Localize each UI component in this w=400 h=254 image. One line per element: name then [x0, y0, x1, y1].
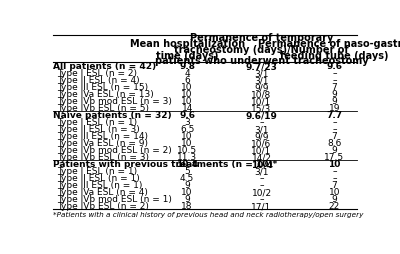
- Text: 9/9: 9/9: [254, 132, 269, 140]
- Text: 7.7: 7.7: [326, 111, 342, 120]
- Text: 9: 9: [332, 90, 337, 99]
- Text: 11.3: 11.3: [177, 153, 197, 162]
- Text: –: –: [332, 167, 337, 176]
- Text: 17/1: 17/1: [252, 201, 272, 210]
- Text: 10.5: 10.5: [177, 146, 197, 154]
- Text: Patients with previous treatments (n = 10)*: Patients with previous treatments (n = 1…: [53, 160, 277, 168]
- Text: 10: 10: [182, 97, 193, 106]
- Text: Type III ESL (n = 1): Type III ESL (n = 1): [57, 181, 142, 189]
- Text: 9: 9: [332, 195, 337, 203]
- Text: 18: 18: [182, 201, 193, 210]
- Text: –: –: [259, 181, 264, 189]
- Text: Type IVa ESL (n = 4): Type IVa ESL (n = 4): [57, 187, 148, 196]
- Text: 10: 10: [328, 160, 341, 168]
- Text: Type IVb ESL (n = 3): Type IVb ESL (n = 3): [57, 153, 149, 162]
- Text: 10/8: 10/8: [252, 90, 272, 99]
- Text: –: –: [332, 76, 337, 85]
- Text: 9.8: 9.8: [179, 62, 195, 71]
- Text: –: –: [332, 173, 337, 182]
- Text: 4: 4: [184, 69, 190, 78]
- Text: –: –: [259, 118, 264, 126]
- Text: 9: 9: [184, 181, 190, 189]
- Text: 9.6/19: 9.6/19: [246, 111, 278, 120]
- Text: All patients (n = 42): All patients (n = 42): [53, 62, 156, 71]
- Text: Type I ESL (n = 1): Type I ESL (n = 1): [57, 118, 137, 126]
- Text: 10: 10: [182, 132, 193, 140]
- Text: Permanence of naso-gastric
feeding tube (days): Permanence of naso-gastric feeding tube …: [258, 39, 400, 60]
- Text: 14: 14: [182, 104, 193, 113]
- Text: 14/2: 14/2: [252, 153, 272, 162]
- Text: –: –: [259, 195, 264, 203]
- Text: 3/1: 3/1: [254, 167, 269, 176]
- Text: 10: 10: [182, 187, 193, 196]
- Text: 9: 9: [332, 97, 337, 106]
- Text: 10/2: 10/2: [252, 187, 272, 196]
- Text: Permanence of temporary
tracheostomy (days)/Number of
patients who underwent tra: Permanence of temporary tracheostomy (da…: [155, 33, 368, 66]
- Text: 3: 3: [184, 118, 190, 126]
- Text: Type II ESL (n = 3): Type II ESL (n = 3): [57, 125, 140, 134]
- Text: –: –: [332, 69, 337, 78]
- Text: 10/1: 10/1: [252, 97, 272, 106]
- Text: Type IVb ESL (n = 5): Type IVb ESL (n = 5): [57, 104, 149, 113]
- Text: 9.7/23: 9.7/23: [246, 62, 278, 71]
- Text: 9/9: 9/9: [254, 83, 269, 92]
- Text: 9.6: 9.6: [179, 111, 195, 120]
- Text: Type IVb ESL (n = 2): Type IVb ESL (n = 2): [57, 201, 149, 210]
- Text: Naive patients (n = 32): Naive patients (n = 32): [53, 111, 172, 120]
- Text: 8.6: 8.6: [327, 139, 342, 148]
- Text: 7: 7: [332, 83, 337, 92]
- Text: Type IVb mod ESL (n = 2): Type IVb mod ESL (n = 2): [57, 146, 172, 154]
- Text: 3/1: 3/1: [254, 76, 269, 85]
- Text: 4.5: 4.5: [180, 173, 194, 182]
- Text: 9: 9: [332, 146, 337, 154]
- Text: 3/1: 3/1: [254, 125, 269, 134]
- Text: Type II ESL (n = 4): Type II ESL (n = 4): [57, 76, 140, 85]
- Text: 7: 7: [332, 181, 337, 189]
- Text: Type IVb mod ESL (n = 1): Type IVb mod ESL (n = 1): [57, 195, 172, 203]
- Text: Type II ESL (n = 1): Type II ESL (n = 1): [57, 173, 140, 182]
- Text: Type I ESL (n = 1): Type I ESL (n = 1): [57, 167, 137, 176]
- Text: Type IVb mod ESL (n = 3): Type IVb mod ESL (n = 3): [57, 97, 172, 106]
- Text: 10.4: 10.4: [176, 160, 198, 168]
- Text: Mean hospitalization
time (days): Mean hospitalization time (days): [130, 39, 245, 60]
- Text: Type I ESL (n = 2): Type I ESL (n = 2): [57, 69, 137, 78]
- Text: –: –: [332, 125, 337, 134]
- Text: 3/1: 3/1: [254, 69, 269, 78]
- Text: Type III ESL (n = 14): Type III ESL (n = 14): [57, 132, 148, 140]
- Text: 10: 10: [329, 187, 340, 196]
- Text: 10/4: 10/4: [250, 160, 272, 168]
- Text: 15/3: 15/3: [252, 104, 272, 113]
- Text: 6.5: 6.5: [180, 125, 194, 134]
- Text: 10/1: 10/1: [252, 146, 272, 154]
- Text: 10: 10: [182, 90, 193, 99]
- Text: 19: 19: [329, 104, 340, 113]
- Text: –: –: [332, 118, 337, 126]
- Text: 22: 22: [329, 201, 340, 210]
- Text: 5: 5: [184, 167, 190, 176]
- Text: Type IVa ESL (n = 13): Type IVa ESL (n = 13): [57, 90, 154, 99]
- Text: 10/6: 10/6: [252, 139, 272, 148]
- Text: 7: 7: [332, 132, 337, 140]
- Text: 10: 10: [182, 83, 193, 92]
- Text: 6: 6: [184, 76, 190, 85]
- Text: 17.5: 17.5: [324, 153, 344, 162]
- Text: Type IVa ESL (n = 9): Type IVa ESL (n = 9): [57, 139, 148, 148]
- Text: –: –: [259, 173, 264, 182]
- Text: 10: 10: [182, 139, 193, 148]
- Text: 9.6: 9.6: [326, 62, 342, 71]
- Text: Type III ESL (n = 15): Type III ESL (n = 15): [57, 83, 148, 92]
- Text: *Patients with a clinical history of previous head and neck radiotherapy/open su: *Patients with a clinical history of pre…: [53, 211, 364, 217]
- Text: 9: 9: [184, 195, 190, 203]
